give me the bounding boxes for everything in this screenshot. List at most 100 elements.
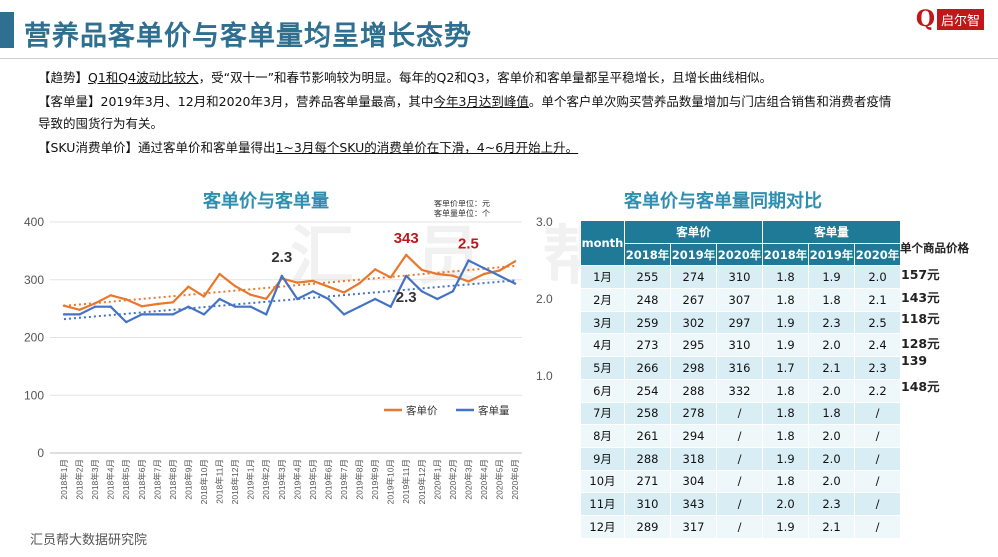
price-cell: 266 [624, 356, 671, 380]
unit-price-value: 143元 [901, 290, 940, 305]
data-point [513, 260, 517, 263]
x-tick-label: 2018年5月 [121, 459, 131, 500]
month-cell: 8月 [580, 424, 625, 448]
year-header: 2020年 [716, 242, 763, 267]
table-row: 10月 271 304/1.8 2.0/ [580, 469, 901, 494]
data-point [405, 274, 408, 278]
page-title: 营养品客单价与客单量均呈增长态势 [24, 21, 472, 52]
sku-label: 【SKU消费单价】通过客单价和客单量得出 [38, 140, 276, 155]
legend-label: 客单量 [478, 404, 510, 417]
qty-cell: / [854, 469, 901, 494]
table-row: 4月 273 295 310 1.9 2.0 2.4 [580, 333, 901, 358]
unit-price-value: 148元 [901, 379, 940, 394]
year-header: 2019年 [808, 242, 855, 267]
qty-cell: / [854, 424, 901, 448]
price-cell: 317 [670, 514, 717, 539]
data-point [125, 298, 128, 301]
data-point [420, 290, 423, 293]
qty-cell: 1.8 [762, 288, 809, 312]
price-cell: 254 [624, 378, 671, 403]
quantity-text-2: 。单个客户单次购买营养品数量增加与门店组合销售和消费者疫情 [528, 94, 892, 109]
paragraph-sku: 【SKU消费单价】通过客单价和客单量得出1~3月每个SKU的消费单价在下滑，4~… [38, 137, 578, 156]
qty-cell: 1.8 [808, 288, 855, 312]
x-tick-label: 2018年2月 [75, 459, 85, 500]
y-tick-label: 200 [24, 331, 44, 345]
year-header: 2018年 [762, 242, 809, 267]
data-point [420, 268, 423, 272]
x-tick-label: 2019年4月 [292, 459, 302, 500]
data-point [467, 259, 470, 262]
trend-label: 【趋势】 [38, 70, 89, 85]
price-cell: 318 [670, 446, 717, 471]
qty-cell: / [854, 446, 901, 471]
qty-cell: 2.0 [808, 333, 855, 358]
x-tick-label: 2020年5月 [495, 459, 505, 500]
price-cell: 255 [624, 265, 671, 290]
month-cell: 2月 [580, 288, 625, 312]
x-tick-label: 2018年8月 [168, 459, 178, 500]
price-cell: 297 [716, 310, 763, 335]
comparison-title: 客单价与客单量同期对比 [624, 191, 822, 212]
data-point [389, 276, 392, 279]
price-cell: 271 [624, 469, 671, 494]
price-cell: 248 [624, 288, 671, 312]
data-point [280, 274, 283, 278]
price-cell: 278 [670, 401, 717, 426]
qty-cell: 1.8 [762, 378, 809, 403]
table-row: 3月 259 302 297 1.9 2.3 2.5 [580, 310, 901, 335]
price-group-header: 客单价 [624, 220, 763, 244]
month-cell: 6月 [580, 378, 625, 403]
month-cell: 5月 [580, 356, 625, 380]
table-row: 11月 310 343/2.0 2.3/ [580, 492, 901, 516]
data-point [109, 305, 112, 308]
line-chart: 0 100 200 300 400 1.0 2.0 3.0 2018年1月 2018年2月 2018… [24, 200, 553, 504]
data-point [140, 313, 143, 316]
data-point [187, 285, 190, 288]
data-point [311, 279, 315, 283]
qty-cell: 2.0 [808, 446, 855, 471]
qty-cell: 1.9 [808, 265, 855, 290]
comparison-table: month 客单价 客单量 2018年 2019年 2020年 2018年 20… [580, 219, 901, 539]
data-point [389, 305, 392, 308]
qty-cell: 1.8 [808, 401, 855, 426]
data-point [311, 290, 315, 293]
price-cell: 298 [670, 356, 717, 380]
data-point [78, 308, 81, 311]
x-tick-label: 2019年9月 [370, 459, 380, 500]
price-cell: / [716, 492, 763, 516]
month-cell: 9月 [580, 446, 625, 471]
data-point [62, 313, 66, 316]
data-point [327, 297, 330, 301]
annotation-label: 2.3 [396, 289, 417, 306]
data-point [342, 291, 346, 294]
data-point [498, 274, 501, 278]
data-point [125, 320, 128, 324]
x-tick-label: 2019年2月 [261, 459, 271, 500]
y2-tick-label: 1.0 [536, 369, 553, 383]
data-point [93, 302, 97, 305]
qty-cell: / [854, 492, 901, 516]
price-cell: 259 [624, 310, 671, 335]
data-point [342, 313, 346, 316]
x-tick-label: 2019年3月 [277, 459, 287, 500]
x-tick-label: 2019年8月 [355, 459, 365, 500]
data-point [233, 284, 237, 288]
data-point [93, 305, 97, 308]
unit-note: 客单量单位：个 [434, 208, 490, 218]
x-tick-label: 2020年4月 [479, 459, 489, 500]
data-point [249, 293, 252, 296]
data-point [296, 281, 299, 284]
price-cell: 288 [624, 446, 671, 471]
price-cell: 310 [716, 265, 763, 290]
month-cell: 11月 [580, 492, 625, 516]
month-cell: 7月 [580, 401, 625, 426]
data-point [218, 297, 221, 301]
price-cell: 332 [716, 378, 763, 403]
y-tick-label: 300 [24, 273, 44, 287]
qty-cell: 2.0 [854, 265, 901, 290]
data-point [140, 305, 143, 308]
qty-cell: / [854, 401, 901, 426]
x-tick-label: 2020年1月 [432, 459, 442, 500]
data-point [436, 272, 439, 276]
price-cell: / [716, 446, 763, 471]
